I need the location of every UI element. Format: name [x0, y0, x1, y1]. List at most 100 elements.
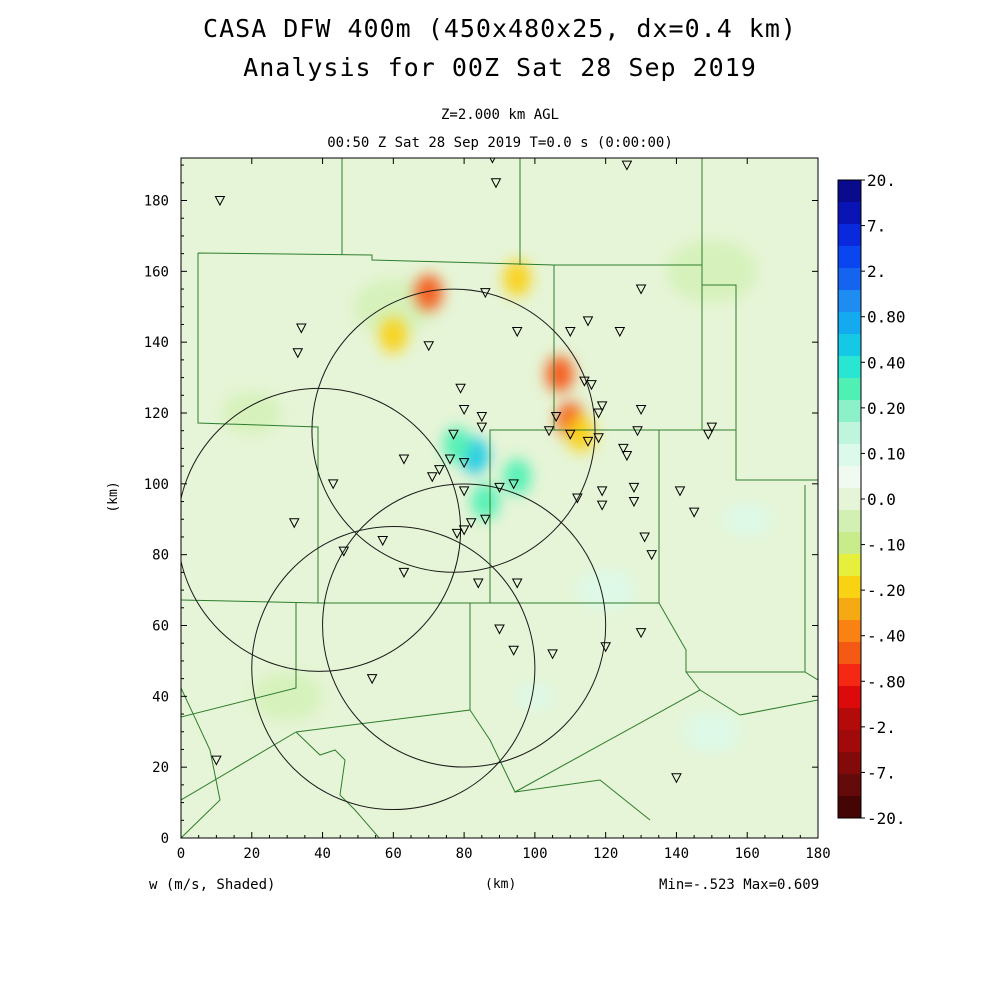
valid-time-label: 00:50 Z Sat 28 Sep 2019 T=0.0 s (0:00:00…: [327, 135, 673, 151]
station-marker: [600, 642, 611, 653]
station-marker: [635, 628, 647, 639]
station-marker: [639, 532, 650, 543]
chart-title-line1: CASA DFW 400m (450x480x25, dx=0.4 km): [203, 14, 797, 43]
station-marker: [635, 404, 647, 416]
w-feature-3: [566, 416, 595, 453]
w-feature-6: [471, 483, 500, 520]
colorbar-swatch: [838, 422, 861, 445]
colorbar-swatch: [838, 752, 861, 775]
colorbar-swatch: [838, 532, 861, 555]
station-marker: [582, 316, 594, 327]
station-marker: [511, 327, 523, 338]
station-marker: [543, 426, 555, 437]
w-feature-8: [379, 317, 408, 354]
station-marker: [480, 288, 491, 299]
station-marker: [444, 454, 456, 465]
x-axis-label: (km): [485, 877, 517, 892]
station-marker: [550, 412, 562, 423]
colorbar-label: -.40: [867, 627, 906, 646]
colorbar-label: -.80: [867, 672, 906, 691]
w-feature-7: [503, 458, 532, 495]
y-axis-label: (km): [106, 481, 121, 512]
station-marker: [490, 178, 502, 189]
station-marker: [398, 454, 410, 465]
x-tick-label: 20: [243, 846, 260, 862]
station-marker: [292, 348, 304, 359]
station-marker: [426, 472, 438, 483]
colorbar-swatch: [838, 268, 861, 291]
colorbar-swatch: [838, 510, 861, 533]
station-marker: [458, 458, 470, 469]
station-marker: [593, 408, 604, 419]
colorbar-label: 2.: [867, 262, 886, 281]
y-tick-label: 40: [152, 689, 169, 705]
station-marker: [706, 422, 718, 433]
station-marker: [494, 482, 505, 493]
min-max-label: Min=-.523 Max=0.609: [659, 877, 820, 893]
colorbar-swatch: [838, 774, 861, 797]
station-marker: [214, 196, 226, 207]
station-marker: [508, 645, 519, 656]
station-marker: [646, 550, 658, 561]
station-marker: [674, 486, 686, 497]
y-tick-label: 80: [152, 548, 169, 564]
field-label: w (m/s, Shaded): [149, 877, 276, 893]
y-tick-label: 0: [161, 831, 169, 847]
station-marker: [593, 433, 604, 444]
station-marker: [398, 567, 410, 578]
x-tick-label: 40: [314, 846, 331, 862]
y-tick-label: 180: [144, 194, 169, 210]
colorbar-label: -20.: [867, 809, 906, 828]
x-tick-label: 180: [805, 846, 830, 862]
w-feature-5: [443, 426, 472, 463]
w-feature-9: [503, 260, 532, 297]
colorbar-swatch: [838, 400, 861, 423]
colorbar-swatch: [838, 180, 861, 203]
station-marker: [377, 536, 389, 547]
colorbar-label: 0.20: [867, 399, 906, 418]
station-marker: [621, 160, 633, 171]
station-marker: [628, 497, 640, 508]
colorbar-swatch: [838, 730, 861, 753]
station-marker: [582, 436, 594, 447]
station-marker: [632, 426, 643, 437]
station-marker: [458, 486, 470, 497]
station-marker: [621, 451, 633, 462]
radar-ring-2: [251, 525, 536, 811]
station-marker: [547, 649, 558, 660]
y-tick-label: 100: [144, 477, 169, 493]
y-tick-label: 140: [144, 335, 169, 351]
y-axis: 0 20 40 60 80 100 120 140 160 180: [144, 164, 818, 847]
station-marker: [596, 500, 608, 511]
station-marker: [472, 578, 484, 589]
colorbar-label: 0.40: [867, 353, 906, 372]
station-marker: [511, 578, 523, 589]
radar-ring-0: [311, 288, 596, 573]
colorbar-swatch: [838, 686, 861, 709]
colorbar-swatch: [838, 796, 861, 819]
station-marker: [465, 518, 477, 529]
y-tick-label: 160: [144, 264, 169, 280]
colorbar-swatch: [838, 356, 861, 379]
colorbar-swatch: [838, 202, 861, 225]
colorbar-swatch: [838, 290, 861, 313]
station-marker: [451, 528, 463, 539]
station-marker: [596, 486, 608, 497]
colorbar-label: 0.0: [867, 490, 896, 509]
colorbar-swatch: [838, 664, 861, 687]
w-feature-0: [414, 274, 443, 311]
county-boundaries: [181, 158, 818, 838]
level-label: Z=2.000 km AGL: [440, 107, 559, 123]
colorbar: 20. 7. 2. 0.80 0.40 0.20 0.10 0.0 -.10 -.20 -.40 -.…: [837, 171, 906, 828]
colorbar-label: -.20: [867, 581, 906, 600]
colorbar-label: -2.: [867, 718, 896, 737]
chart-title-line2: Analysis for 00Z Sat 28 Sep 2019: [243, 53, 757, 82]
colorbar-label: 20.: [867, 171, 896, 190]
radar-ring-3: [322, 483, 607, 768]
station-marker: [564, 429, 576, 440]
station-marker: [579, 376, 590, 387]
station-marker: [635, 284, 647, 295]
station-marker: [572, 493, 583, 504]
station-marker: [211, 755, 222, 766]
station-marker: [434, 465, 445, 476]
